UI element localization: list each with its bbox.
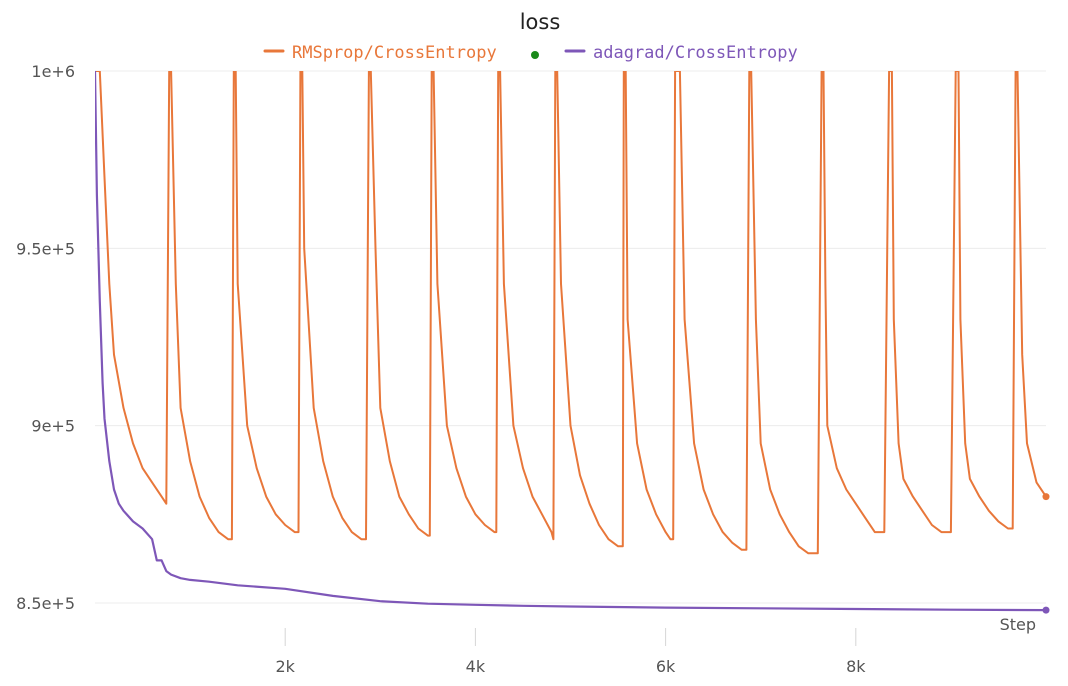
y-axis-ticks: 8.5e+5 9e+5 9.5e+5 1e+6 bbox=[16, 62, 75, 613]
x-axis-label: Step bbox=[1000, 615, 1036, 634]
end-marker-rmsprop[interactable] bbox=[1042, 493, 1050, 501]
x-tick-label: 8k bbox=[846, 657, 866, 676]
y-tick-label: 8.5e+5 bbox=[16, 594, 75, 613]
legend-label-rmsprop: RMSprop/CrossEntropy bbox=[292, 43, 497, 63]
legend-item-rmsprop[interactable]: RMSprop/CrossEntropy bbox=[263, 43, 497, 63]
x-axis-ticks: 2k 4k 6k 8k bbox=[275, 628, 866, 676]
end-marker-adagrad[interactable] bbox=[1042, 606, 1050, 614]
series-lines bbox=[95, 71, 1046, 612]
series-line-rmsprop[interactable] bbox=[95, 71, 1046, 555]
series-end-markers bbox=[1042, 493, 1050, 614]
x-tick-label: 4k bbox=[466, 657, 486, 676]
y-tick-label: 9e+5 bbox=[31, 417, 75, 436]
y-tick-label: 1e+6 bbox=[31, 62, 75, 81]
series-line-adagrad[interactable] bbox=[95, 71, 1046, 612]
legend-item-adagrad[interactable]: adagrad/CrossEntropy bbox=[564, 43, 798, 63]
chart-title: loss bbox=[520, 10, 561, 34]
legend-label-adagrad: adagrad/CrossEntropy bbox=[593, 43, 798, 63]
legend: RMSprop/CrossEntropy adagrad/CrossEntrop… bbox=[263, 43, 798, 63]
legend-separator-dot bbox=[531, 51, 539, 59]
x-tick-label: 2k bbox=[275, 657, 295, 676]
y-tick-label: 9.5e+5 bbox=[16, 239, 75, 258]
grid bbox=[95, 70, 1046, 604]
x-tick-label: 6k bbox=[656, 657, 676, 676]
